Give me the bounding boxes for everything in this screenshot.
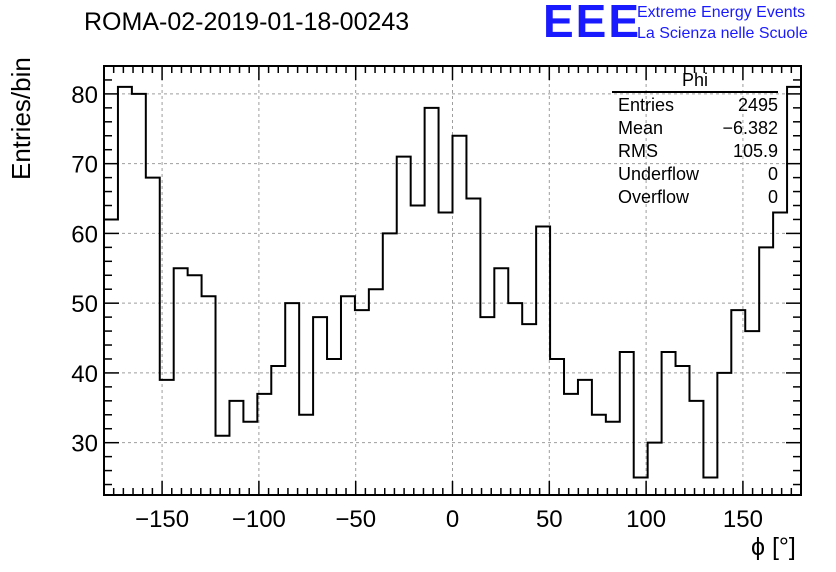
histogram-bin [745, 331, 759, 495]
y-tick-label: 70 [71, 152, 98, 179]
y-tick-label: 60 [71, 221, 98, 248]
x-tick-label: −100 [232, 506, 286, 533]
histogram-bin [592, 415, 606, 495]
histogram-bin [202, 296, 216, 495]
x-tick-label: 50 [536, 506, 563, 533]
stats-row-mean: Mean −6.382 [612, 117, 778, 140]
stats-title: Phi [612, 70, 778, 93]
stats-label: Underflow [618, 164, 700, 184]
histogram-bin [383, 233, 397, 495]
histogram-bin [731, 310, 745, 495]
stats-row-underflow: Underflow 0 [612, 163, 778, 186]
histogram-bin [188, 275, 202, 495]
logo-line-1: Extreme Energy Events [637, 4, 806, 21]
y-tick-label: 40 [71, 361, 98, 388]
histogram-line [103, 85, 802, 495]
stats-label: Overflow [618, 187, 690, 207]
histogram-bin [466, 199, 480, 495]
x-axis-label: ϕ [°] [751, 533, 796, 561]
y-axis-label: Entries/bin [6, 57, 36, 180]
stats-value: 2495 [737, 95, 778, 115]
histogram-bin [564, 394, 578, 495]
histogram-bin [285, 303, 299, 495]
chart-title: ROMA-02-2019-01-18-00243 [84, 8, 410, 36]
histogram-bin [689, 401, 703, 495]
stats-label: Mean [618, 118, 664, 138]
y-tick-label: 30 [71, 431, 98, 458]
histogram-bin [146, 178, 160, 495]
histogram-bin [773, 212, 787, 495]
histogram-bin [313, 317, 327, 495]
stats-label: RMS [618, 141, 658, 161]
histogram-bin [271, 366, 285, 495]
histogram-bin [439, 212, 453, 495]
histogram-bin [606, 422, 620, 495]
histogram-bin [299, 415, 313, 495]
histogram-bin [327, 359, 341, 495]
histogram-bin [717, 373, 731, 495]
histogram-bin [578, 380, 592, 495]
histogram-bin [160, 380, 174, 495]
x-tick-label: 0 [446, 506, 459, 533]
stats-label: Entries [618, 95, 675, 115]
histogram-bin [243, 422, 257, 495]
stats-row-entries: Entries 2495 [612, 94, 778, 117]
histogram-bin [522, 324, 536, 495]
histogram-bin [174, 268, 188, 495]
x-tick-label: −50 [335, 506, 376, 533]
logo-line-2: La Scienza nelle Scuole [637, 25, 808, 42]
histogram-bin [132, 94, 146, 495]
x-tick-label: 150 [723, 506, 763, 533]
histogram-bin [355, 310, 369, 495]
stats-value: 105.9 [732, 141, 778, 161]
x-tick-label: 100 [626, 506, 666, 533]
histogram-bin [369, 289, 383, 495]
stats-value: −6.382 [722, 118, 778, 138]
y-tick-label: 50 [71, 291, 98, 318]
histogram-bin [229, 401, 243, 495]
histogram-bin [397, 157, 411, 495]
eee-logo: EEE [543, 0, 642, 47]
histogram-bin [425, 108, 439, 495]
histogram-bin [257, 394, 271, 495]
histogram-bin [550, 359, 564, 495]
stats-row-overflow: Overflow 0 [612, 186, 778, 209]
histogram-bin [453, 136, 467, 495]
histogram-bin [411, 206, 425, 495]
histogram-bin [341, 296, 355, 495]
histogram-bin [118, 87, 132, 495]
histogram-bin [508, 303, 522, 495]
histogram-bin [759, 247, 773, 495]
histogram-bin [703, 478, 717, 495]
histogram-bin [216, 436, 230, 495]
histogram-bin [662, 352, 676, 495]
histogram-bin [620, 352, 634, 495]
x-tick-label: −150 [135, 506, 189, 533]
histogram-bin [648, 443, 662, 495]
histogram-bin [480, 317, 494, 495]
histogram-bin [676, 366, 690, 495]
stats-row-rms: RMS 105.9 [612, 140, 778, 163]
y-tick-label: 80 [71, 82, 98, 109]
stats-value: 0 [767, 187, 778, 207]
histogram-bin [787, 87, 801, 495]
stats-box: Phi Entries 2495 Mean −6.382 RMS 105.9 U… [612, 70, 778, 209]
histogram-bin [494, 268, 508, 495]
stats-value: 0 [767, 164, 778, 184]
histogram-bin [536, 226, 550, 495]
